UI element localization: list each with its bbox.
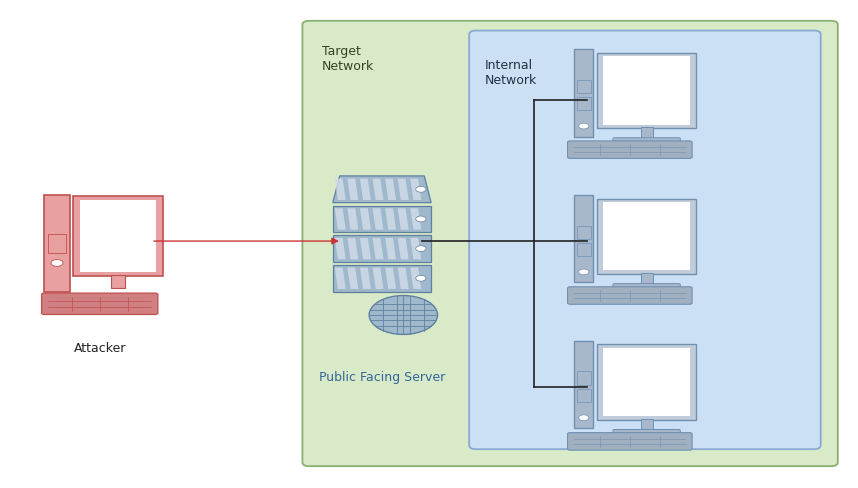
Circle shape [416, 276, 426, 282]
Polygon shape [385, 179, 396, 201]
FancyBboxPatch shape [574, 196, 593, 283]
Circle shape [51, 260, 63, 267]
FancyBboxPatch shape [577, 389, 590, 402]
Polygon shape [335, 239, 346, 260]
FancyBboxPatch shape [567, 433, 692, 450]
FancyBboxPatch shape [47, 234, 66, 254]
FancyBboxPatch shape [577, 226, 590, 239]
Polygon shape [398, 239, 408, 260]
FancyBboxPatch shape [302, 22, 837, 466]
Polygon shape [347, 268, 359, 289]
Polygon shape [347, 209, 359, 230]
Polygon shape [372, 179, 384, 201]
Text: Internal
Network: Internal Network [485, 59, 537, 86]
FancyBboxPatch shape [641, 273, 653, 285]
Polygon shape [410, 239, 421, 260]
Polygon shape [398, 209, 408, 230]
FancyBboxPatch shape [603, 348, 690, 416]
Polygon shape [333, 206, 431, 233]
FancyBboxPatch shape [603, 57, 690, 125]
FancyBboxPatch shape [613, 284, 680, 293]
FancyBboxPatch shape [603, 203, 690, 271]
FancyBboxPatch shape [112, 275, 125, 289]
Polygon shape [385, 268, 396, 289]
FancyBboxPatch shape [469, 31, 821, 449]
Polygon shape [410, 179, 421, 201]
Polygon shape [335, 268, 346, 289]
FancyBboxPatch shape [597, 54, 696, 129]
Polygon shape [360, 209, 371, 230]
FancyBboxPatch shape [641, 419, 653, 430]
FancyBboxPatch shape [567, 142, 692, 159]
Polygon shape [385, 239, 396, 260]
Polygon shape [398, 179, 408, 201]
FancyBboxPatch shape [577, 244, 590, 257]
Polygon shape [360, 268, 371, 289]
FancyBboxPatch shape [567, 287, 692, 305]
Polygon shape [347, 179, 359, 201]
Circle shape [578, 124, 589, 130]
Polygon shape [347, 239, 359, 260]
FancyBboxPatch shape [577, 81, 590, 94]
Text: Target
Network: Target Network [322, 45, 374, 73]
FancyBboxPatch shape [597, 345, 696, 420]
FancyBboxPatch shape [597, 199, 696, 274]
Text: Public Facing Server: Public Facing Server [319, 370, 445, 383]
FancyBboxPatch shape [73, 197, 163, 277]
Polygon shape [410, 268, 421, 289]
Polygon shape [398, 268, 408, 289]
Polygon shape [372, 209, 384, 230]
Polygon shape [333, 265, 431, 292]
FancyBboxPatch shape [613, 139, 680, 147]
Text: Attacker: Attacker [74, 341, 126, 354]
Polygon shape [360, 239, 371, 260]
Polygon shape [410, 209, 421, 230]
Circle shape [416, 246, 426, 252]
Circle shape [416, 217, 426, 223]
Polygon shape [360, 179, 371, 201]
FancyBboxPatch shape [80, 201, 156, 273]
FancyBboxPatch shape [44, 196, 69, 292]
Circle shape [369, 296, 438, 335]
Circle shape [578, 415, 589, 421]
FancyBboxPatch shape [574, 341, 593, 428]
Polygon shape [335, 179, 346, 201]
FancyBboxPatch shape [41, 293, 158, 315]
Polygon shape [333, 236, 431, 263]
FancyBboxPatch shape [577, 98, 590, 111]
Polygon shape [372, 268, 384, 289]
Polygon shape [385, 209, 396, 230]
FancyBboxPatch shape [641, 128, 653, 140]
Polygon shape [335, 209, 346, 230]
Polygon shape [333, 177, 431, 203]
FancyBboxPatch shape [577, 372, 590, 385]
FancyBboxPatch shape [613, 429, 680, 438]
Polygon shape [372, 239, 384, 260]
FancyBboxPatch shape [574, 50, 593, 137]
Circle shape [416, 187, 426, 193]
Circle shape [578, 269, 589, 275]
